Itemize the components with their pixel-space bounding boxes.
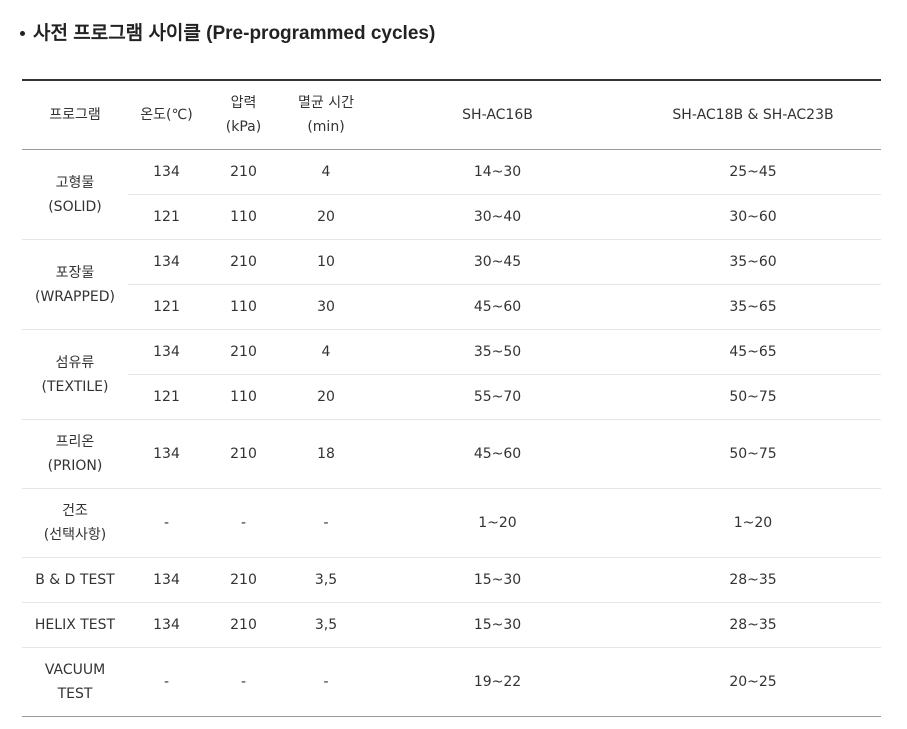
table-row: 121 110 30 45~60 35~65 xyxy=(22,284,881,330)
program-name: VACUUM TEST xyxy=(22,647,128,717)
model-a-cell: 55~70 xyxy=(370,374,625,420)
program-name: B & D TEST xyxy=(22,557,128,603)
pressure-cell: 110 xyxy=(205,194,282,240)
pressure-cell: - xyxy=(205,488,282,558)
time-cell: 30 xyxy=(282,284,370,330)
model-a-cell: 45~60 xyxy=(370,284,625,330)
model-a-cell: 1~20 xyxy=(370,488,625,558)
temp-cell: 134 xyxy=(128,602,205,648)
table-row: 고형물 (SOLID) 134 210 4 14~30 25~45 xyxy=(22,150,881,215)
header-row: 프로그램 온도(℃) 압력 (kPa) 멸균 시간 (min) SH-AC16B S… xyxy=(22,80,881,150)
time-cell: 10 xyxy=(282,239,370,285)
header-pressure: 압력 (kPa) xyxy=(205,80,282,150)
table-row: 121 110 20 30~40 30~60 xyxy=(22,194,881,240)
time-cell: 18 xyxy=(282,419,370,489)
program-name: HELIX TEST xyxy=(22,602,128,648)
model-a-cell: 15~30 xyxy=(370,602,625,648)
model-b-cell: 28~35 xyxy=(625,557,881,603)
section-title-text: 사전 프로그램 사이클 (Pre-programmed cycles) xyxy=(33,23,436,44)
table-row: HELIX TEST 134 210 3,5 15~30 28~35 xyxy=(22,602,881,648)
model-b-cell: 45~65 xyxy=(625,329,881,375)
temp-cell: 134 xyxy=(128,239,205,285)
model-b-cell: 20~25 xyxy=(625,647,881,717)
model-a-cell: 14~30 xyxy=(473,164,522,180)
pressure-cell: 210 xyxy=(205,329,282,375)
temp-cell: 134 xyxy=(128,329,205,375)
time-cell: 20 xyxy=(282,374,370,420)
table-row: VACUUM TEST - - -19~22 20~25 xyxy=(22,647,881,717)
time-cell: 20 xyxy=(282,194,370,240)
model-b-cell: 1~20 xyxy=(625,488,881,558)
program-name: 프리온 (PRION) xyxy=(22,419,128,489)
program-name: 섬유류 (TEXTILE) xyxy=(22,329,128,420)
model-a-cell: 19~22 xyxy=(370,647,625,717)
table-row: 섬유류 (TEXTILE) 134 210 4 35~50 45~65 xyxy=(22,329,881,420)
time-cell: 4 xyxy=(282,329,370,375)
header-model-b: SH-AC18B & SH-AC23B xyxy=(625,80,881,150)
time-cell: - xyxy=(282,647,370,717)
model-b-cell: 28~35 xyxy=(625,602,881,648)
pressure-cell: 210 xyxy=(230,164,257,180)
table-row: 건조 (선택사항) - - -1~20 1~20 xyxy=(22,488,881,558)
temp-cell: 121 xyxy=(128,194,205,240)
bullet-icon xyxy=(20,31,25,37)
temp-cell: - xyxy=(128,488,205,558)
temp-cell: 134 xyxy=(128,419,205,489)
program-name: 건조 (선택사항) xyxy=(22,488,128,558)
header-time: 멸균 시간 (min) xyxy=(282,80,370,150)
pressure-cell: 110 xyxy=(205,374,282,420)
time-cell: - xyxy=(282,488,370,558)
time-cell: 3,5 xyxy=(282,557,370,603)
time-cell: 3,5 xyxy=(282,602,370,648)
temp-cell: - xyxy=(128,647,205,717)
model-b-cell: 35~65 xyxy=(625,284,881,330)
pressure-cell: 210 xyxy=(205,239,282,285)
header-model-a: SH-AC16B xyxy=(370,80,625,150)
model-a-cell: 45~60 xyxy=(370,419,625,489)
model-b-cell: 25~45 xyxy=(729,164,777,180)
pressure-cell: 210 xyxy=(205,557,282,603)
program-name: 고형물 (SOLID) xyxy=(48,174,102,215)
pressure-cell: 210 xyxy=(205,419,282,489)
model-a-cell: 30~45 xyxy=(370,239,625,285)
model-b-cell: 50~75 xyxy=(625,374,881,420)
pressure-cell: 110 xyxy=(205,284,282,330)
table-row: 포장물 (WRAPPED) 134 210 10 30~45 35~60 xyxy=(22,239,881,330)
table-row: 121 110 20 55~70 50~75 xyxy=(22,374,881,420)
model-a-cell: 30~40 xyxy=(370,194,625,240)
model-b-cell: 50~75 xyxy=(625,419,881,489)
header-temp: 온도(℃) xyxy=(128,80,205,150)
time-cell: 4 xyxy=(321,164,331,180)
cycles-table: 프로그램 온도(℃) 압력 (kPa) 멸균 시간 (min) SH-AC16B S… xyxy=(22,79,881,717)
model-b-cell: 35~60 xyxy=(625,239,881,285)
pressure-cell: - xyxy=(205,647,282,717)
temp-cell: 134 xyxy=(153,164,180,180)
model-b-cell: 30~60 xyxy=(625,194,881,240)
temp-cell: 121 xyxy=(128,374,205,420)
temp-cell: 134 xyxy=(128,557,205,603)
section-title: 사전 프로그램 사이클 (Pre-programmed cycles) xyxy=(20,18,435,45)
header-program: 프로그램 xyxy=(22,80,128,150)
program-name: 포장물 (WRAPPED) xyxy=(22,239,128,330)
table-row: B & D TEST 134 210 3,5 15~30 28~35 xyxy=(22,557,881,603)
table-row: 프리온 (PRION) 134 210 18 45~60 50~75 xyxy=(22,419,881,489)
pressure-cell: 210 xyxy=(205,602,282,648)
temp-cell: 121 xyxy=(128,284,205,330)
model-a-cell: 15~30 xyxy=(370,557,625,603)
model-a-cell: 35~50 xyxy=(370,329,625,375)
